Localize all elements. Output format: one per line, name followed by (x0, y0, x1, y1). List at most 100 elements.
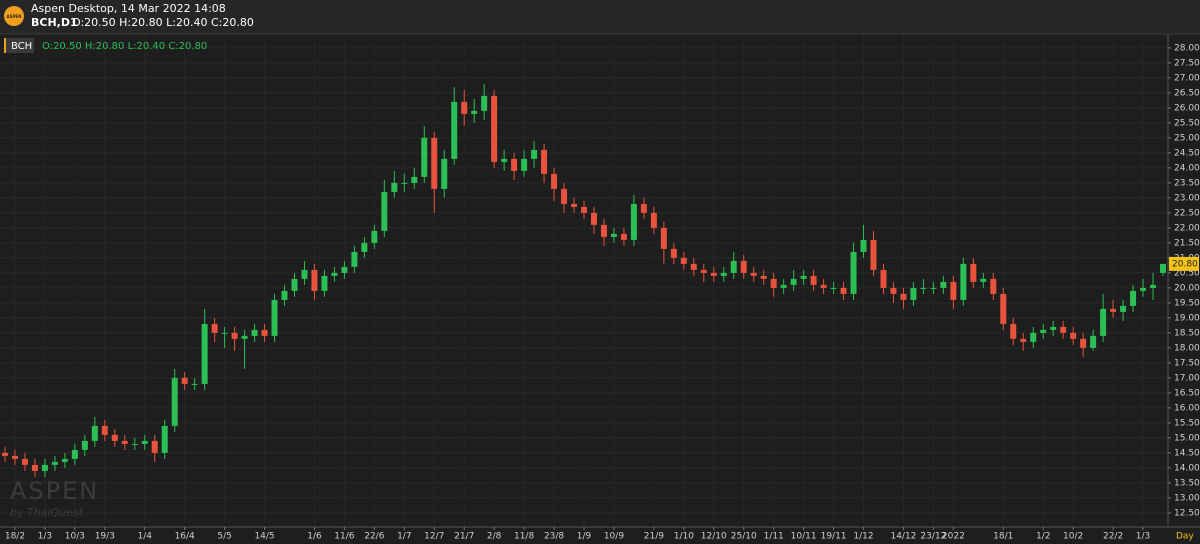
x-tick-label: 1/4 (138, 532, 153, 542)
candle-body (351, 251, 358, 267)
candle-body (161, 425, 168, 453)
y-tick-label: 27.50 (1174, 58, 1200, 68)
candle-body (1030, 332, 1037, 342)
watermark-by: by ThaiQuest (10, 506, 84, 519)
candle-body (940, 281, 947, 288)
candle-body (650, 212, 657, 228)
candle-body (381, 191, 388, 231)
y-tick-label: 18.50 (1174, 328, 1200, 338)
candle-body (1000, 293, 1007, 324)
y-tick-label: 12.50 (1174, 508, 1200, 518)
x-tick-label: 10/3 (65, 532, 85, 542)
candle-body (261, 329, 268, 336)
candle-body (1120, 305, 1127, 312)
price-tag: 20.80 (1172, 259, 1198, 269)
candle-body (201, 323, 208, 384)
y-tick-label: 23.00 (1174, 193, 1200, 203)
candle-body (910, 287, 917, 300)
y-tick-label: 27.00 (1174, 73, 1200, 83)
candle-body (690, 263, 697, 270)
candle-body (481, 95, 488, 111)
candle-body (511, 158, 518, 171)
y-tick-label: 18.00 (1174, 343, 1200, 353)
candle-body (501, 158, 508, 162)
app-title: Aspen Desktop, 14 Mar 2022 14:08 (31, 2, 226, 15)
y-tick-label: 19.00 (1174, 313, 1200, 323)
candle-body (860, 239, 867, 252)
candle-body (51, 461, 58, 465)
y-tick-label: 13.00 (1174, 493, 1200, 503)
x-tick-label: 1/12 (853, 532, 873, 542)
candle-body (980, 278, 987, 282)
candle-body (830, 287, 837, 289)
x-tick-label: 16/4 (175, 532, 195, 542)
candle-body (800, 275, 807, 279)
candle-body (171, 377, 178, 426)
y-tick-label: 22.50 (1174, 208, 1200, 218)
x-tick-label: 22/6 (364, 532, 384, 542)
y-tick-label: 16.50 (1174, 388, 1200, 398)
candle-body (101, 425, 108, 435)
candle-body (1020, 338, 1027, 342)
candle-body (391, 182, 398, 192)
candle-body (241, 335, 248, 339)
candle-body (1160, 263, 1167, 273)
candle-body (71, 449, 78, 459)
candle-body (1060, 326, 1067, 333)
candle-body (710, 272, 717, 276)
x-tick-label: 1/6 (307, 532, 322, 542)
x-tick-label: 21/9 (644, 532, 664, 542)
candle-body (331, 272, 338, 276)
candle-body (281, 290, 288, 300)
candle-body (890, 287, 897, 294)
x-tick-label: 21/7 (454, 532, 474, 542)
y-tick-label: 14.00 (1174, 463, 1200, 473)
legend-marker (4, 38, 6, 53)
x-tick-label: 1/11 (764, 532, 784, 542)
candle-body (531, 149, 538, 159)
candle-body (1040, 329, 1047, 333)
candle-body (750, 272, 757, 276)
y-tick-label: 15.00 (1174, 433, 1200, 443)
y-tick-label: 24.00 (1174, 163, 1200, 173)
candle-body (311, 269, 318, 291)
candle-body (191, 383, 198, 385)
candle-body (361, 242, 368, 252)
candle-body (1080, 338, 1087, 348)
candle-body (590, 212, 597, 225)
candle-body (271, 299, 278, 336)
x-tick-label: 12/10 (701, 532, 727, 542)
candle-body (111, 434, 118, 441)
candle-body (720, 272, 727, 276)
candle-body (141, 440, 148, 444)
candle-body (131, 443, 138, 445)
y-tick-label: 22.00 (1174, 223, 1200, 233)
app-logo (4, 6, 24, 26)
x-tick-label: 14/5 (254, 532, 274, 542)
candle-body (840, 287, 847, 294)
candle-body (121, 440, 128, 444)
x-tick-label: 1/9 (577, 532, 592, 542)
y-tick-label: 20.00 (1174, 283, 1200, 293)
candle-body (91, 425, 98, 441)
candle-body (221, 332, 228, 334)
candle-body (231, 332, 238, 339)
x-tick-label: 1/10 (674, 532, 694, 542)
candle-body (600, 224, 607, 237)
candle-body (31, 464, 38, 471)
candle-body (1090, 335, 1097, 348)
x-tick-label: 14/12 (890, 532, 916, 542)
candle-body (740, 260, 747, 273)
candle-body (820, 284, 827, 288)
y-tick-label: 19.50 (1174, 298, 1200, 308)
logo-text: ASPEN (7, 14, 22, 19)
legend-box (4, 38, 34, 53)
candle-body (571, 203, 578, 207)
candle-body (620, 233, 627, 240)
price-tag-box (1169, 256, 1199, 271)
candle-body (1150, 284, 1157, 288)
candle-body (640, 203, 647, 213)
candle-body (920, 287, 927, 289)
candle-body (1130, 290, 1137, 306)
